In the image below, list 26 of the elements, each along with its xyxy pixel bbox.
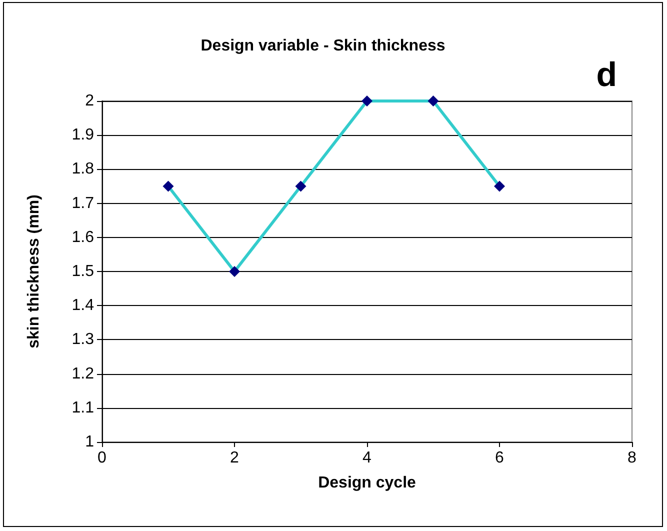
point — [428, 96, 439, 106]
x-tick-label: 8 — [628, 450, 637, 466]
point — [295, 180, 306, 192]
y-tick-label: 1.2 — [72, 365, 94, 382]
point — [229, 266, 240, 277]
x-tick-label: 0 — [98, 450, 107, 466]
x-tick-label: 6 — [495, 450, 504, 466]
y-tick-label: 1.8 — [72, 160, 94, 178]
y-tick-label: 1.3 — [72, 331, 94, 348]
y-tick-label: 1.1 — [72, 399, 94, 416]
point — [494, 180, 505, 192]
x-tick-label: 2 — [230, 450, 240, 466]
y-tick-label: 2 — [85, 92, 94, 110]
x-tick-label: 4 — [362, 450, 372, 466]
y-tick-label: 1.9 — [72, 126, 94, 144]
point — [162, 180, 174, 192]
point — [362, 96, 372, 106]
chart-title: Design variable - Skin thickness — [200, 38, 446, 54]
y-tick-label: 1.4 — [72, 297, 94, 314]
y-tick-label: 1.6 — [72, 228, 94, 246]
y-tick-label: 1.5 — [72, 263, 94, 280]
x-axis-title: Design cycle — [318, 474, 416, 492]
y-tick-label: 1.7 — [72, 194, 94, 212]
y-tick-label: 1 — [85, 434, 94, 450]
y-axis-title: skin thickness (mm) — [26, 194, 42, 348]
text: d — [596, 56, 618, 94]
